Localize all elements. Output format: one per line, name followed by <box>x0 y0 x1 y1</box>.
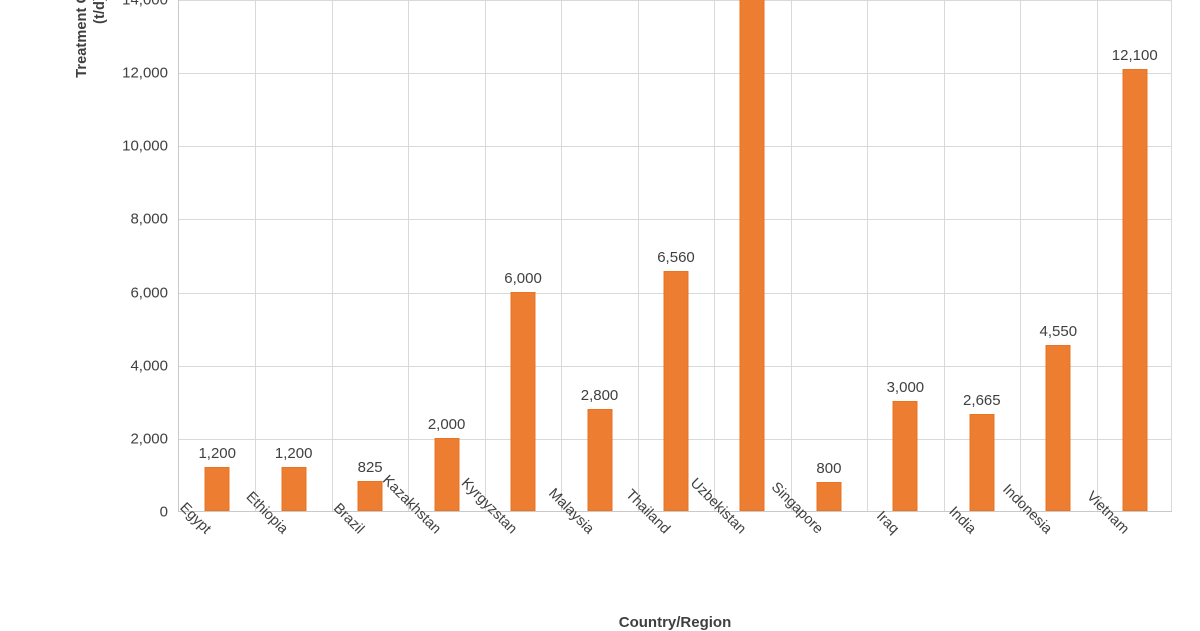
bar-value-label: 1,200 <box>198 445 236 463</box>
gridline-vertical <box>255 0 257 511</box>
bar-value-label: 2,800 <box>580 386 619 404</box>
gridline-vertical <box>484 0 486 511</box>
y-axis-tick-labels: 0 2,000 4,000 6,000 8,000 10,000 12,000 14,000 <box>70 0 168 629</box>
x-axis-label-slot: Egypt <box>177 500 254 629</box>
bar-group[interactable]: 1,200 <box>255 0 331 511</box>
y-axis-tick-label: 8,000 <box>130 210 168 228</box>
bar-group[interactable]: 6,560 <box>638 0 714 511</box>
y-axis-tick-label: 0 <box>159 503 168 521</box>
gridline-vertical <box>1020 0 1022 511</box>
bar-group[interactable]: 2,665 <box>944 0 1020 511</box>
x-axis-label-slot: Kyrgyzstan <box>458 475 560 629</box>
x-axis-title: Country/Region <box>618 614 732 631</box>
bar[interactable] <box>892 401 918 511</box>
y-axis-tick-label: 12,000 <box>122 64 168 82</box>
x-axis-label-slot: Brazil <box>330 500 407 629</box>
bar-value-label: 1,200 <box>274 445 313 463</box>
bar-group[interactable]: 800 <box>791 0 867 511</box>
bar-group[interactable]: 14,000 <box>714 0 790 511</box>
x-axis-label-slot: Iraq <box>866 508 942 629</box>
x-axis-tick-label: India <box>945 504 1002 560</box>
bar-group[interactable]: 12,100 <box>1097 0 1173 511</box>
gridline-vertical <box>408 0 410 511</box>
bar[interactable] <box>357 480 383 511</box>
x-axis-tick-label: Malaysia <box>545 486 637 578</box>
gridline-vertical <box>790 0 792 511</box>
bar[interactable] <box>434 437 460 511</box>
y-axis-tick-label: 14,000 <box>122 0 168 9</box>
bar[interactable] <box>816 481 842 511</box>
x-axis-tick-label: Egypt <box>177 500 241 564</box>
x-axis-label-slot: Thailand <box>622 487 713 629</box>
gridline-vertical <box>943 0 945 511</box>
gridline-vertical <box>637 0 639 511</box>
bar[interactable] <box>510 291 536 511</box>
bar-group[interactable]: 4,550 <box>1020 0 1096 511</box>
bar-value-label: 3,000 <box>886 379 925 397</box>
x-axis-label-slot: India <box>943 504 1019 629</box>
bar-value-label: 4,550 <box>1039 322 1078 340</box>
x-axis-tick-label: Vietnam <box>1083 489 1169 575</box>
y-axis-tick-label: 2,000 <box>130 430 168 448</box>
x-axis-tick-labels: Egypt Ethiopia Brazil Kazakhstan Kyrgyzstan M… <box>177 472 1172 629</box>
y-axis-tick-label: 4,000 <box>130 357 168 375</box>
x-axis-tick-label: Singapore <box>768 479 873 584</box>
bar-group[interactable]: 2,800 <box>561 0 637 511</box>
bar-group[interactable]: 1,200 <box>179 0 255 511</box>
bar[interactable] <box>204 467 230 511</box>
gridline-horizontal <box>179 219 1172 221</box>
bar[interactable] <box>587 408 613 511</box>
plot-right-border <box>1171 0 1172 511</box>
x-axis-tick-label: Brazil <box>330 500 393 563</box>
x-axis-tick-label: Iraq <box>873 508 920 555</box>
gridline-horizontal <box>179 73 1172 75</box>
bar-group[interactable]: 825 <box>332 0 408 511</box>
bar[interactable] <box>1122 68 1148 511</box>
bar-group[interactable]: 3,000 <box>867 0 943 511</box>
x-axis-tick-label: Thailand <box>622 487 713 577</box>
x-axis-label-slot: Singapore <box>768 479 866 629</box>
x-axis-label-slot: Malaysia <box>545 486 637 629</box>
gridline-horizontal <box>179 146 1172 148</box>
gridline-vertical <box>867 0 869 511</box>
bar-value-label: 800 <box>816 459 842 477</box>
bar-value-label: 12,100 <box>1111 46 1158 64</box>
gridline-horizontal <box>179 0 1172 1</box>
x-axis-tick-label: Ethiopia <box>242 489 327 574</box>
bar-value-label: 2,000 <box>427 415 466 433</box>
y-axis-tick-label: 10,000 <box>122 137 168 155</box>
bar-value-label: 2,665 <box>963 391 1001 409</box>
plot-area: 1,200 1,200 825 2,000 6,000 2,800 6,560 14,000 8… <box>178 0 1172 512</box>
bar-group[interactable]: 6,000 <box>485 0 561 511</box>
bar[interactable] <box>663 271 689 511</box>
x-axis-label-slot: Vietnam <box>1083 489 1172 629</box>
x-axis-tick-label-text: Iraq <box>873 508 903 538</box>
bar[interactable] <box>281 467 307 511</box>
bar-value-label: 6,000 <box>504 269 542 287</box>
x-axis-label-slot: Kazakhstan <box>379 472 483 629</box>
y-axis-tick-label: 6,000 <box>130 284 168 302</box>
x-axis-label-slot: Ethiopia <box>242 489 330 629</box>
bar-group[interactable]: 2,000 <box>408 0 484 511</box>
bar[interactable] <box>969 413 995 511</box>
bar[interactable] <box>739 0 765 511</box>
gridline-vertical <box>331 0 333 511</box>
x-axis-label-slot: Uzbekistan <box>687 475 789 629</box>
bar-value-label: 6,560 <box>657 249 695 267</box>
bar-value-label: 825 <box>357 458 383 476</box>
x-axis-tick-label: Indonesia <box>999 482 1100 582</box>
x-axis-label-slot: Indonesia <box>999 482 1095 629</box>
gridline-vertical <box>561 0 563 511</box>
bar[interactable] <box>1045 344 1071 511</box>
gridline-vertical <box>714 0 716 511</box>
gridline-vertical <box>1096 0 1098 511</box>
